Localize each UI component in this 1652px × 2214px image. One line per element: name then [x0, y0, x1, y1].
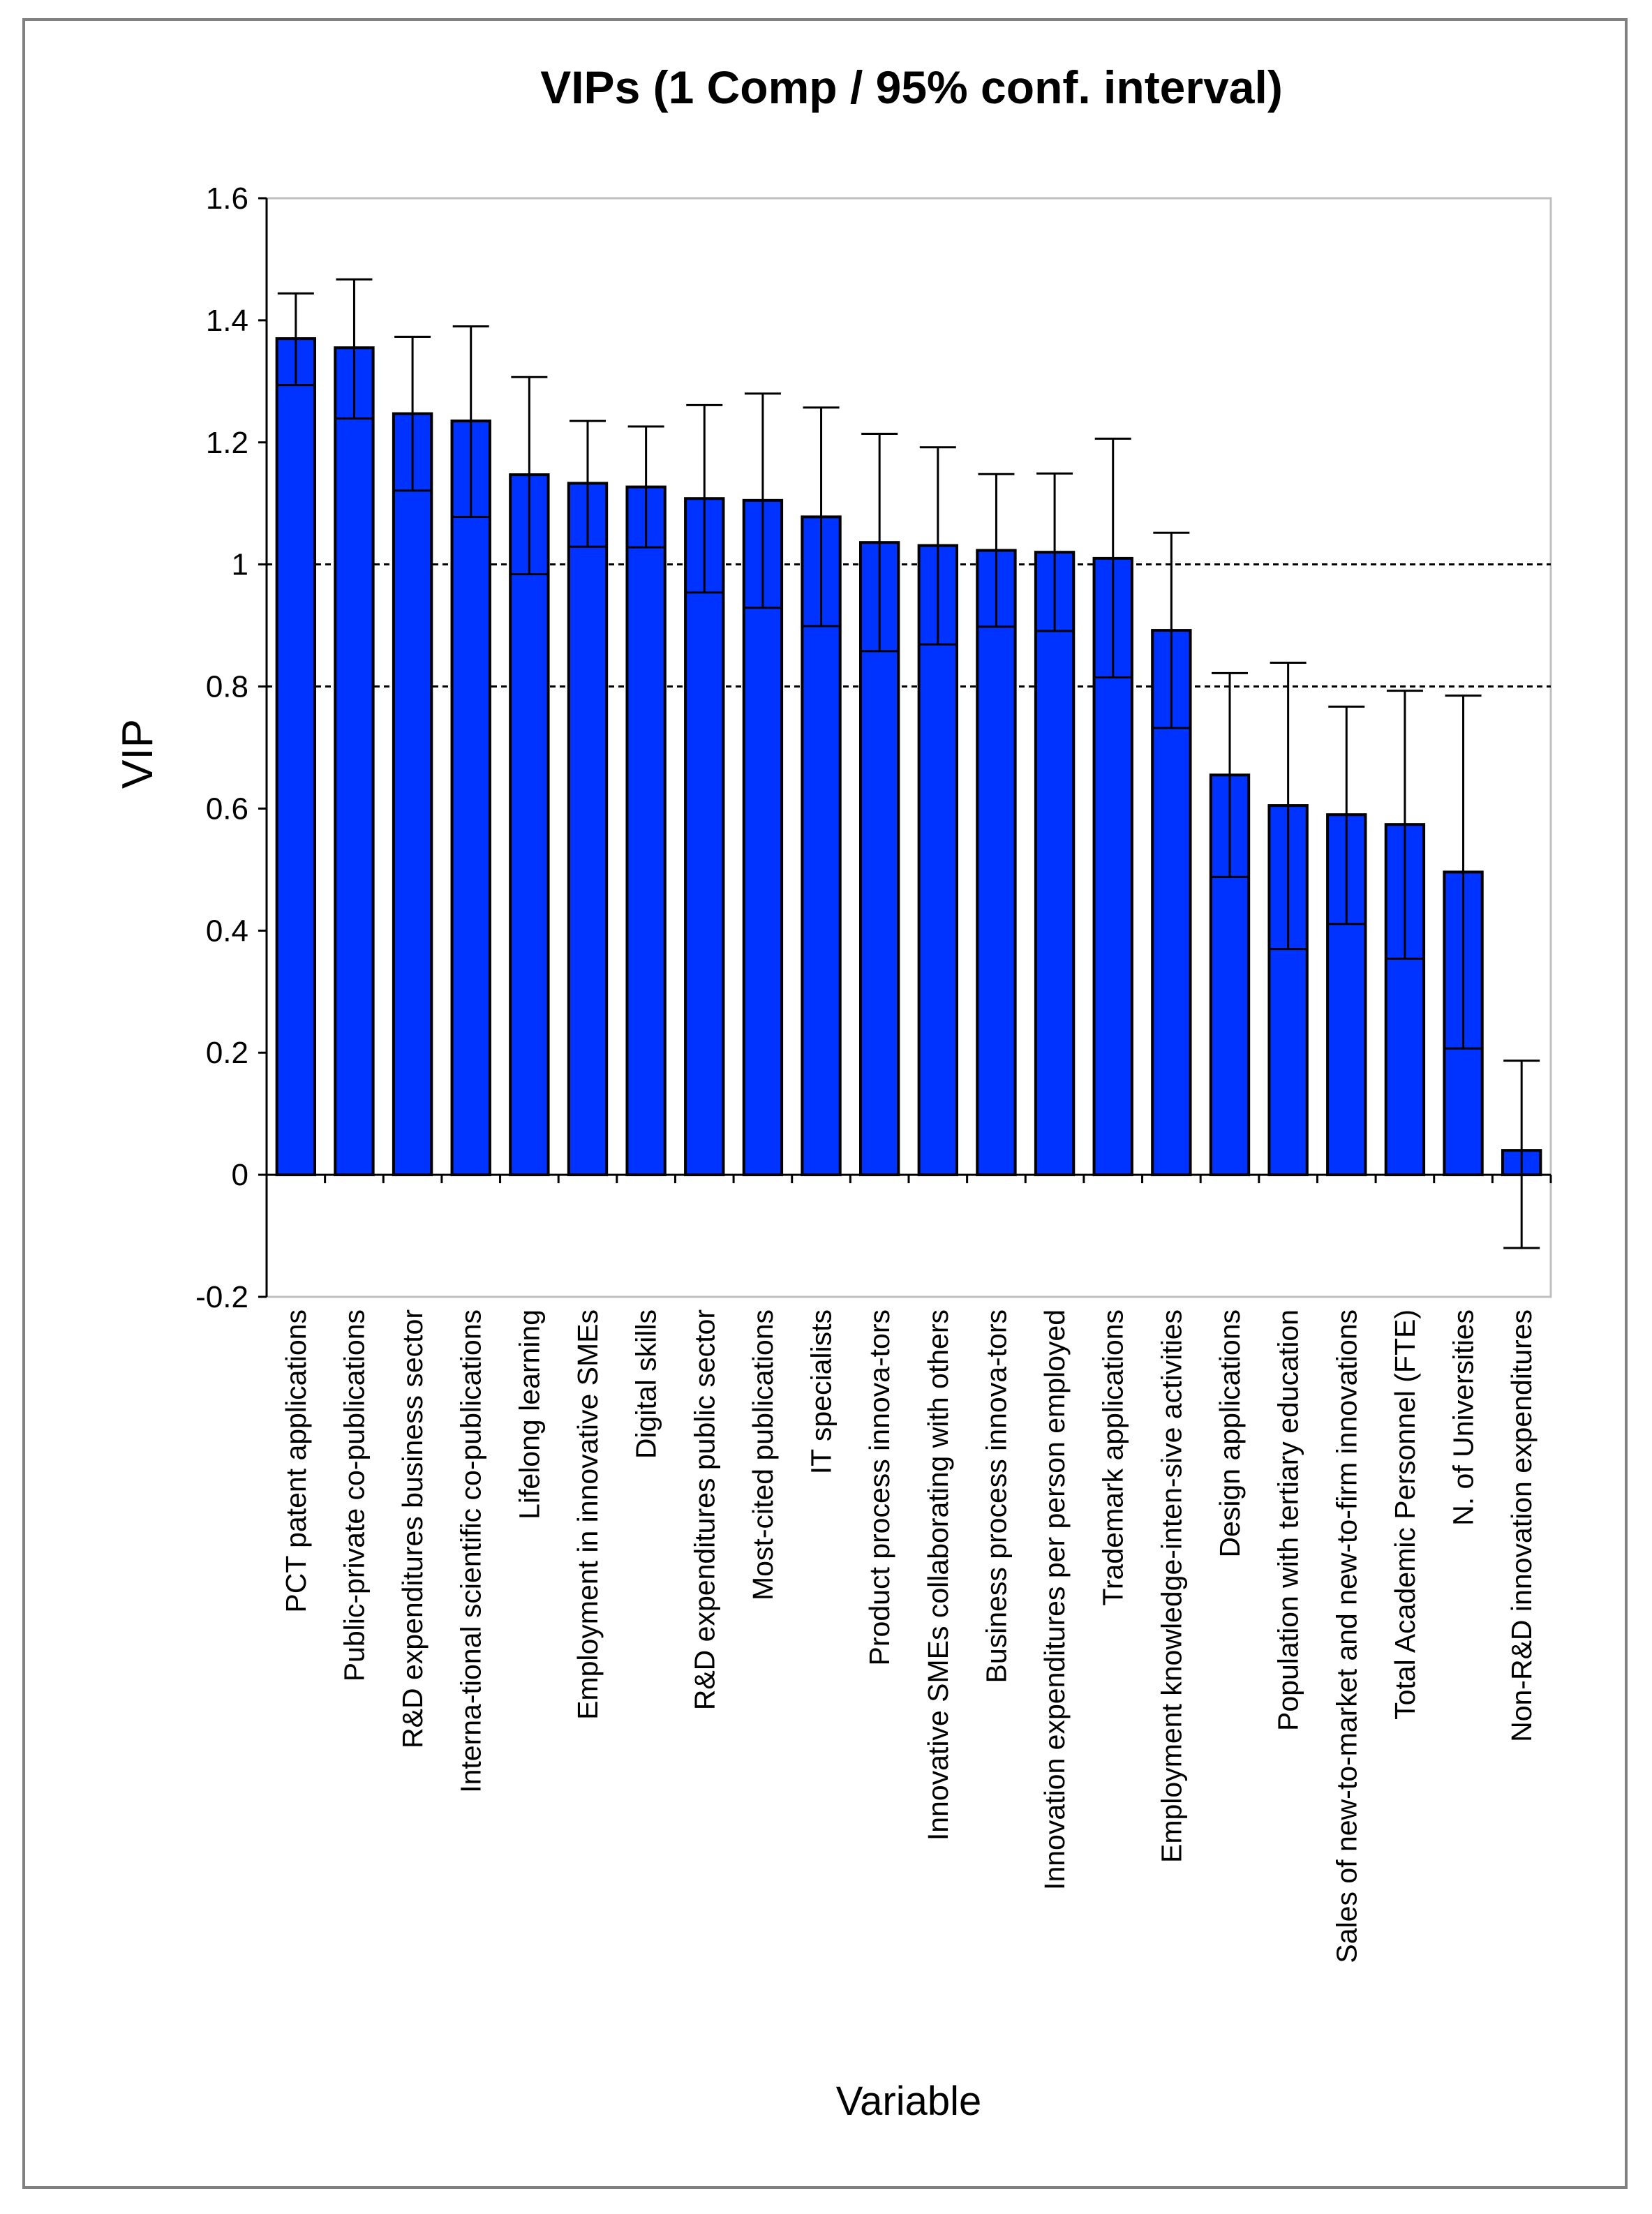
y-tick-label-8: 1.4 — [206, 304, 248, 338]
x-tick-label-9: IT specialists — [805, 1309, 838, 1474]
x-tick-label-14: Trademark applications — [1097, 1309, 1129, 1606]
x-axis-label: Variable — [836, 2079, 982, 2124]
y-ticks: -0.2 0 0.2 0.4 0.6 0.8 1 1.2 1.4 1.6 — [195, 181, 267, 1314]
bar-13 — [1034, 551, 1076, 1177]
y-axis-label: VIP — [114, 719, 162, 789]
y-tick-label-1: 0 — [232, 1158, 248, 1192]
figure-frame: VIPs (1 Comp / 95% conf. interval) VIP V… — [22, 18, 1628, 2189]
y-tick-label-0: -0.2 — [195, 1280, 248, 1314]
bar-5 — [567, 482, 609, 1177]
x-tick-label-1: Public-private co-publications — [338, 1309, 370, 1681]
x-tick-label-20: N. of Universities — [1448, 1309, 1480, 1526]
x-tick-label-6: Digital skills — [630, 1309, 662, 1459]
bar-11 — [917, 544, 958, 1177]
x-tick-label-0: PCT patent applications — [280, 1309, 312, 1613]
y-tick-label-3: 0.4 — [206, 914, 248, 948]
x-tick-label-15: Employment knowledge-inten-sive activiti… — [1155, 1309, 1187, 1863]
y-tick-label-2: 0.2 — [206, 1036, 248, 1070]
bar-12 — [976, 549, 1017, 1177]
chart-title: VIPs (1 Comp / 95% conf. interval) — [540, 61, 1283, 113]
x-tick-label-19: Total Academic Personnel (FTE) — [1389, 1309, 1421, 1720]
bars — [275, 337, 1542, 1177]
axes — [265, 198, 1552, 1297]
x-tick-label-7: R&D expenditures public sector — [688, 1309, 720, 1710]
y-tick-label-9: 1.6 — [206, 181, 248, 216]
x-tick-label-3: Interna-tional scientific co-publication… — [455, 1309, 487, 1793]
bar-4 — [509, 473, 550, 1177]
bar-2 — [392, 412, 433, 1177]
y-tick-label-7: 1.2 — [206, 426, 248, 460]
x-tick-label-16: Design applications — [1214, 1309, 1246, 1558]
x-tick-label-8: Most-cited publications — [747, 1309, 779, 1600]
x-tick-label-10: Product process innova-tors — [863, 1309, 895, 1665]
x-tick-label-4: Lifelong learning — [513, 1309, 545, 1520]
y-tick-label-5: 0.8 — [206, 670, 248, 704]
y-tick-label-4: 0.6 — [206, 792, 248, 826]
x-tick-label-5: Employment in innovative SMEs — [572, 1309, 604, 1720]
bar-7 — [684, 497, 725, 1177]
x-tick-label-21: Non-R&D innovation expenditures — [1505, 1309, 1538, 1742]
x-tick-label-17: Population with tertiary education — [1272, 1309, 1304, 1731]
bar-8 — [742, 498, 784, 1177]
error-bars — [277, 278, 1540, 1249]
x-tick-labels: PCT patent applications Public-private co… — [280, 1309, 1538, 1963]
x-tick-label-18: Sales of new-to-market and new-to-firm i… — [1330, 1309, 1362, 1963]
reference-lines — [267, 563, 1551, 688]
bar-6 — [625, 485, 667, 1177]
x-tick-label-2: R&D expenditures business sector — [396, 1309, 429, 1748]
x-tick-label-12: Business process innova-tors — [980, 1309, 1012, 1684]
vip-bar-chart: VIPs (1 Comp / 95% conf. interval) VIP V… — [114, 61, 1552, 2124]
bar-1 — [334, 346, 375, 1177]
bar-0 — [275, 337, 316, 1177]
x-tick-label-11: Innovative SMEs collaborating with other… — [922, 1309, 954, 1841]
bar-3 — [450, 419, 491, 1177]
y-tick-label-6: 1 — [232, 548, 248, 582]
x-tick-label-13: Innovation expenditures per person emplo… — [1039, 1309, 1071, 1890]
